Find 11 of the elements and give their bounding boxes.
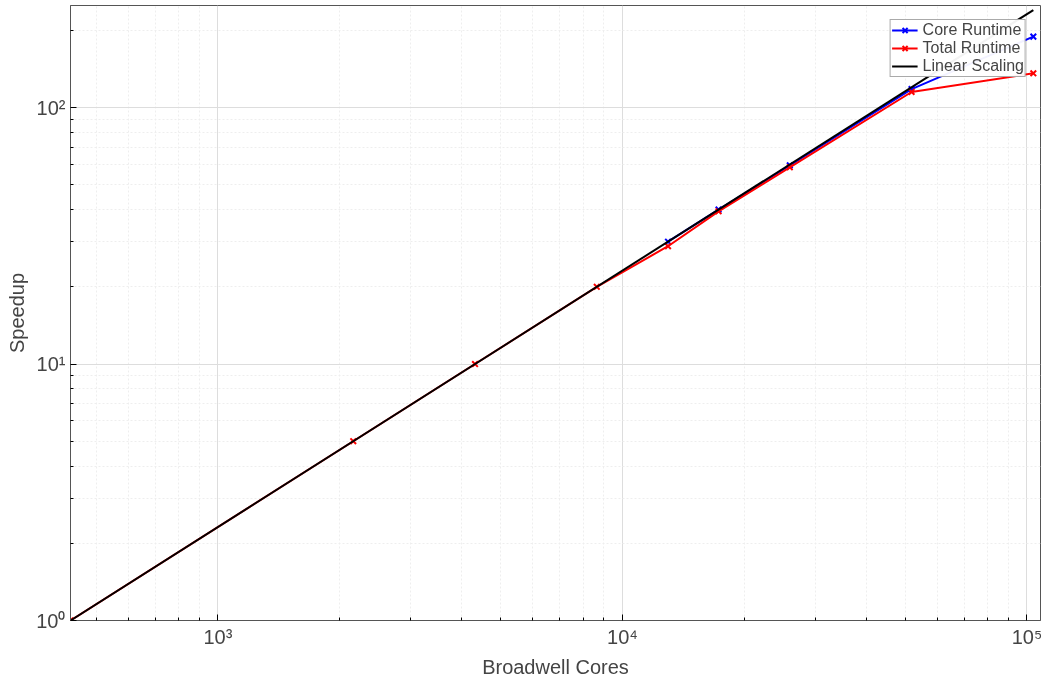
legend-label: Linear Scaling <box>922 57 1024 75</box>
x-tick-label: 10⁵ <box>1011 625 1043 648</box>
y-tick-label: 10¹ <box>36 353 66 376</box>
x-axis-title: Broadwell Cores <box>482 655 629 678</box>
legend-label: Core Runtime <box>922 21 1022 39</box>
x-tick-label: 10³ <box>203 625 233 648</box>
y-axis-title: Speedup <box>6 272 29 354</box>
x-tick-label: 10⁴ <box>607 625 638 648</box>
legend-label: Total Runtime <box>922 39 1021 57</box>
y-tick-label: 10² <box>36 96 66 119</box>
y-tick-label: 10⁰ <box>36 609 66 632</box>
